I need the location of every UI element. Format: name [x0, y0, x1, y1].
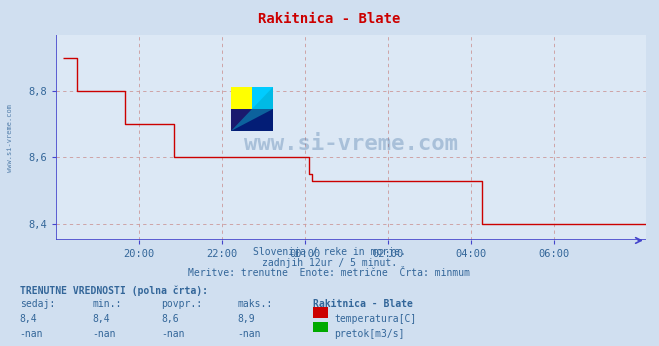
- Text: -nan: -nan: [20, 329, 43, 339]
- Bar: [231, 109, 273, 131]
- Polygon shape: [231, 109, 273, 131]
- Bar: [252, 86, 273, 109]
- Text: TRENUTNE VREDNOSTI (polna črta):: TRENUTNE VREDNOSTI (polna črta):: [20, 285, 208, 296]
- Text: Rakitnica - Blate: Rakitnica - Blate: [258, 12, 401, 26]
- Text: min.:: min.:: [92, 299, 122, 309]
- Text: 8,9: 8,9: [237, 314, 255, 324]
- Text: pretok[m3/s]: pretok[m3/s]: [334, 329, 405, 339]
- Text: zadnjih 12ur / 5 minut.: zadnjih 12ur / 5 minut.: [262, 258, 397, 268]
- Text: 8,6: 8,6: [161, 314, 179, 324]
- Text: 8,4: 8,4: [20, 314, 38, 324]
- Text: Rakitnica - Blate: Rakitnica - Blate: [313, 299, 413, 309]
- Text: sedaj:: sedaj:: [20, 299, 55, 309]
- Text: www.si-vreme.com: www.si-vreme.com: [7, 104, 13, 172]
- Text: povpr.:: povpr.:: [161, 299, 202, 309]
- Text: -nan: -nan: [92, 329, 116, 339]
- Text: Slovenija / reke in morje.: Slovenija / reke in morje.: [253, 247, 406, 257]
- Text: Meritve: trenutne  Enote: metrične  Črta: minmum: Meritve: trenutne Enote: metrične Črta: …: [188, 268, 471, 278]
- Polygon shape: [231, 86, 273, 131]
- Bar: [231, 86, 252, 109]
- Text: -nan: -nan: [237, 329, 261, 339]
- Text: temperatura[C]: temperatura[C]: [334, 314, 416, 324]
- Text: maks.:: maks.:: [237, 299, 272, 309]
- Text: 8,4: 8,4: [92, 314, 110, 324]
- Text: -nan: -nan: [161, 329, 185, 339]
- Text: www.si-vreme.com: www.si-vreme.com: [244, 134, 458, 154]
